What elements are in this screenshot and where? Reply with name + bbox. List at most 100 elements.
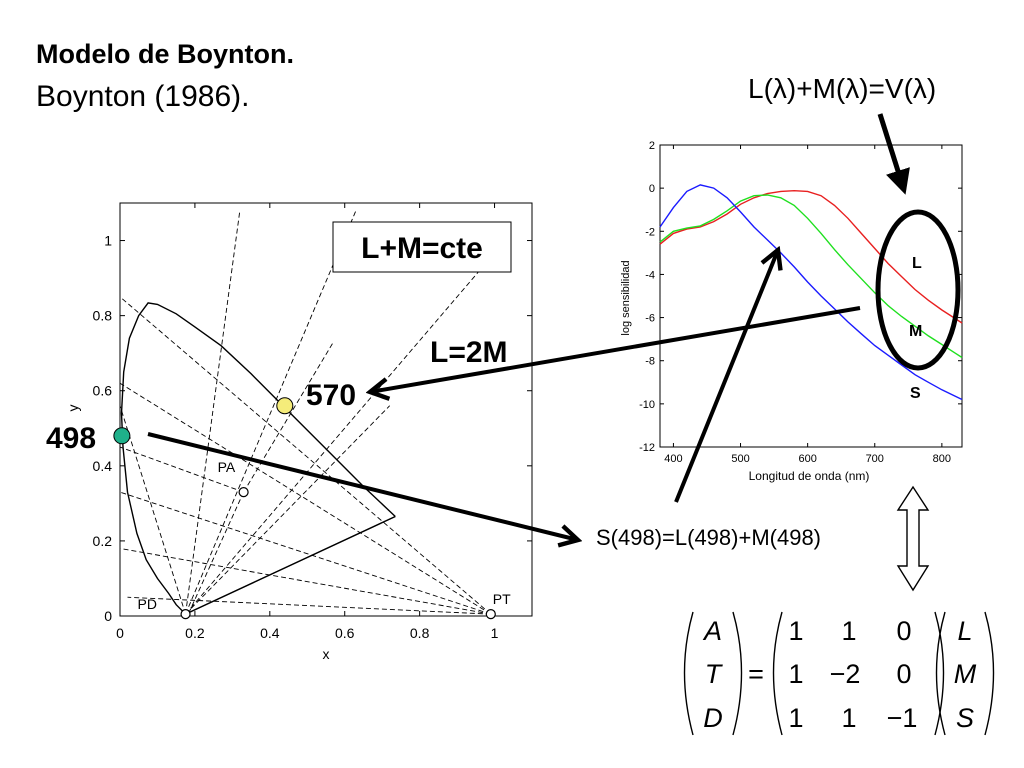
x-tick-label: 0 [116, 625, 124, 641]
sensitivity-series [659, 184, 963, 401]
lm-cte-label: L+M=cte [361, 232, 483, 265]
sensitivity-plot-frame [659, 144, 963, 448]
lhs-d: D [703, 703, 723, 733]
confusion-line [127, 596, 491, 615]
label-pd: PD [138, 596, 157, 612]
double-arrow-icon [896, 485, 930, 592]
spectrum-locus [120, 302, 396, 615]
line-to-pt [185, 516, 396, 615]
rhs-left-paren [935, 611, 946, 736]
y-tick-label: -12 [639, 442, 655, 454]
x-tick-label: 600 [798, 453, 816, 465]
y-tick-label: 2 [649, 140, 655, 152]
sensitivity-chart: 400 500 600 700 800 2 0 -2 -4 -6 -8 -10 -12 Longitud… [620, 140, 963, 483]
sensitivity-x-label: Longitud de onda (nm) [749, 469, 870, 483]
x-tick-label: 0.8 [410, 625, 430, 641]
matrix-left-paren [772, 611, 783, 736]
m21: 1 [788, 659, 803, 689]
chromaticity-ticks: 0 0.2 0.4 0.6 0.8 1 0 0.2 0.4 0.6 0.8 1 [93, 203, 532, 641]
slide-subtitle: Boynton (1986). [36, 80, 249, 113]
chromaticity-y-label: y [65, 405, 81, 412]
y-tick-label: 0.4 [93, 458, 113, 474]
point-pt [485, 609, 496, 620]
x-tick-label: 0.2 [185, 625, 205, 641]
rhs-m: M [954, 659, 977, 689]
rhs-s: S [956, 703, 974, 733]
m33: −1 [887, 703, 918, 733]
y-tick-label: -10 [639, 399, 655, 411]
confusion-line [185, 244, 503, 615]
sensitivity-ticks: 400 500 600 700 800 2 0 -2 -4 -6 -8 -10 -12 [639, 140, 962, 465]
series-line-s [659, 184, 963, 401]
m13: 0 [896, 616, 911, 646]
series-label-m: M [909, 323, 922, 340]
l-2m-label: L=2M [430, 336, 508, 369]
slide-title: Modelo de Boynton. [36, 39, 294, 69]
point-570 [276, 397, 294, 415]
lhs-left-paren [683, 611, 694, 736]
confusion-line [119, 405, 186, 615]
rhs-right-paren [984, 611, 995, 736]
m31: 1 [788, 703, 803, 733]
point-pd [180, 609, 191, 620]
confusion-line [119, 491, 491, 615]
y-tick-label: -6 [645, 313, 655, 325]
label-pt: PT [493, 591, 511, 607]
lhs-a: A [702, 616, 722, 646]
series-line-m [659, 194, 963, 359]
confusion-line [185, 405, 390, 615]
chromaticity-x-label: x [323, 646, 330, 662]
confusion-line [185, 210, 357, 615]
y-tick-label: 1 [104, 233, 112, 249]
series-label-s: S [910, 385, 921, 402]
confusion-line [187, 491, 245, 617]
series-label-l: L [912, 255, 922, 272]
y-tick-label: -2 [645, 226, 655, 238]
label-570: 570 [306, 379, 356, 412]
equals-sign: = [748, 659, 764, 689]
series-line-l [659, 189, 963, 324]
vlambda-equation: L(λ)+M(λ)=V(λ) [748, 73, 936, 104]
label-pa: PA [218, 459, 236, 475]
confusion-line [119, 547, 491, 615]
lhs-right-paren [732, 611, 743, 736]
point-pa [238, 487, 249, 498]
sensitivity-y-label: log sensibilidad [620, 260, 632, 335]
m23: 0 [896, 659, 911, 689]
x-tick-label: 1 [491, 625, 499, 641]
rhs-l: L [957, 616, 972, 646]
m32: 1 [841, 703, 856, 733]
x-tick-label: 800 [933, 453, 951, 465]
x-tick-label: 500 [731, 453, 749, 465]
lm-cte-box [332, 221, 512, 273]
arrow-equation-to-curves [674, 250, 778, 503]
confusion-line [119, 296, 492, 615]
matrix-right-paren [934, 611, 945, 736]
m12: 1 [841, 616, 856, 646]
arrow-498-to-equation [147, 432, 578, 540]
y-tick-label: 0.6 [93, 383, 113, 399]
confusion-lines [119, 210, 503, 617]
confusion-line [243, 341, 334, 493]
y-tick-label: -8 [645, 356, 655, 368]
x-tick-label: 0.6 [335, 625, 355, 641]
y-tick-label: 0 [104, 608, 112, 624]
x-tick-label: 0.4 [260, 625, 280, 641]
arrow-to-570 [370, 306, 861, 392]
x-tick-label: 700 [866, 453, 884, 465]
label-498: 498 [46, 422, 96, 455]
confusion-line [119, 382, 492, 615]
arrow-vlambda [877, 113, 910, 195]
y-tick-label: -4 [645, 269, 655, 281]
y-tick-label: 0.2 [93, 533, 113, 549]
y-tick-label: 0.8 [93, 308, 113, 324]
m22: −2 [830, 659, 861, 689]
m11: 1 [788, 616, 803, 646]
chromaticity-chart: 0 0.2 0.4 0.6 0.8 100.20.40.60.81 PD PT PA x … [46, 202, 533, 662]
lhs-t: T [705, 659, 724, 689]
matrix-equation: A T D = 1 1 0 1 −2 0 1 1 −1 L M S [683, 611, 995, 736]
confusion-line [185, 210, 241, 615]
confusion-line [119, 446, 244, 493]
x-tick-label: 400 [664, 453, 682, 465]
